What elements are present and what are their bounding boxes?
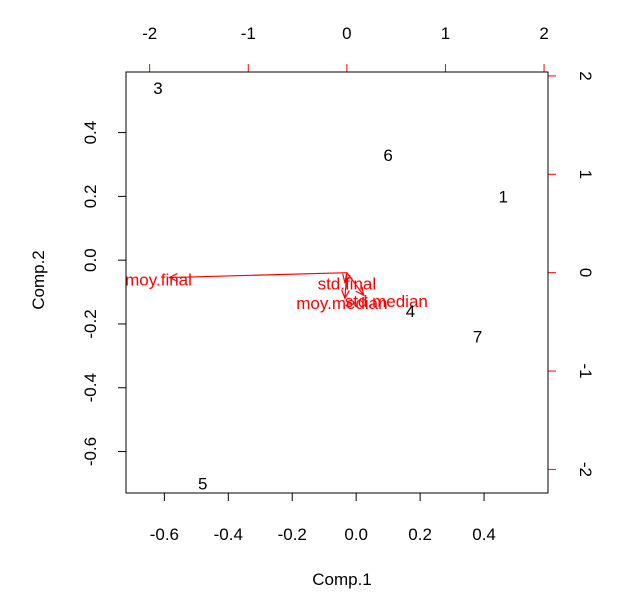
y-tick-label: -0.2 <box>81 309 100 338</box>
top-tick-label: 1 <box>441 24 450 43</box>
observation-label: 4 <box>406 302 415 321</box>
loading-label: moy.final <box>125 271 192 290</box>
right-tick-label: -2 <box>576 462 595 477</box>
observation-label: 3 <box>153 79 162 98</box>
x-tick-label: -0.2 <box>278 525 307 544</box>
x-tick-label: 0.2 <box>408 525 432 544</box>
top-tick-label: -2 <box>142 24 157 43</box>
top-tick-label: 0 <box>342 24 351 43</box>
y-axis-title: Comp.2 <box>29 250 48 310</box>
y-tick-label: -0.6 <box>81 437 100 466</box>
observation-label: 6 <box>383 146 392 165</box>
loading-label: moy.median <box>296 294 387 313</box>
observation-label: 1 <box>499 187 508 206</box>
right-tick-label: -1 <box>576 363 595 378</box>
loading-arrow-shaft <box>169 272 347 279</box>
right-tick-label: 1 <box>576 170 595 179</box>
loading-arrow-shaft <box>346 272 365 296</box>
loading-label: std.final <box>318 274 377 293</box>
loading-arrow-head <box>342 273 351 284</box>
right-tick-label: 2 <box>576 71 595 80</box>
x-axis-title: Comp.1 <box>312 570 372 589</box>
loading-arrow-head <box>168 272 178 282</box>
loading-arrow-head <box>341 289 350 300</box>
loading-arrow-head <box>355 286 365 297</box>
loading-arrow-shaft <box>344 272 348 299</box>
loading-label: std.median <box>345 292 428 311</box>
y-tick-label: -0.4 <box>81 373 100 402</box>
x-tick-label: -0.6 <box>150 525 179 544</box>
x-tick-label: 0.0 <box>344 525 368 544</box>
observation-label: 5 <box>198 474 207 493</box>
y-tick-label: 0.2 <box>81 185 100 209</box>
right-tick-label: 0 <box>576 268 595 277</box>
y-tick-label: 0.4 <box>81 121 100 145</box>
x-tick-label: 0.4 <box>472 525 496 544</box>
plot-frame <box>125 71 549 494</box>
observation-label: 7 <box>473 328 482 347</box>
y-tick-label: 0.0 <box>81 248 100 272</box>
top-tick-label: -1 <box>241 24 256 43</box>
top-tick-label: 2 <box>539 24 548 43</box>
x-tick-label: -0.4 <box>214 525 243 544</box>
